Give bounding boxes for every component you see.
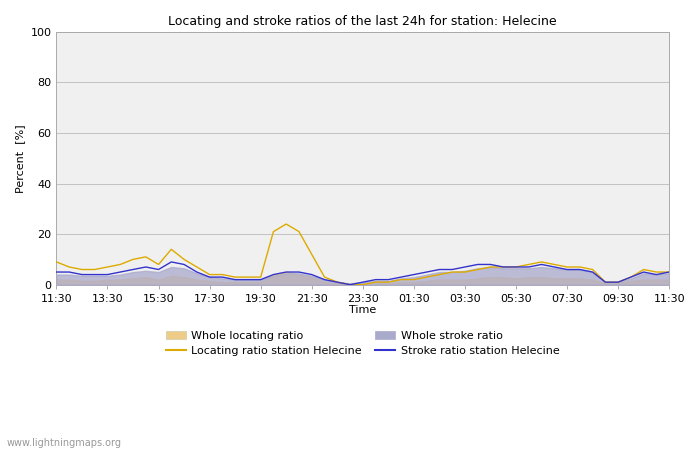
Y-axis label: Percent  [%]: Percent [%]	[15, 124, 25, 193]
Text: www.lightningmaps.org: www.lightningmaps.org	[7, 438, 122, 448]
Title: Locating and stroke ratios of the last 24h for station: Helecine: Locating and stroke ratios of the last 2…	[169, 15, 557, 28]
Legend: Whole locating ratio, Locating ratio station Helecine, Whole stroke ratio, Strok: Whole locating ratio, Locating ratio sta…	[162, 327, 564, 360]
X-axis label: Time: Time	[349, 305, 377, 315]
